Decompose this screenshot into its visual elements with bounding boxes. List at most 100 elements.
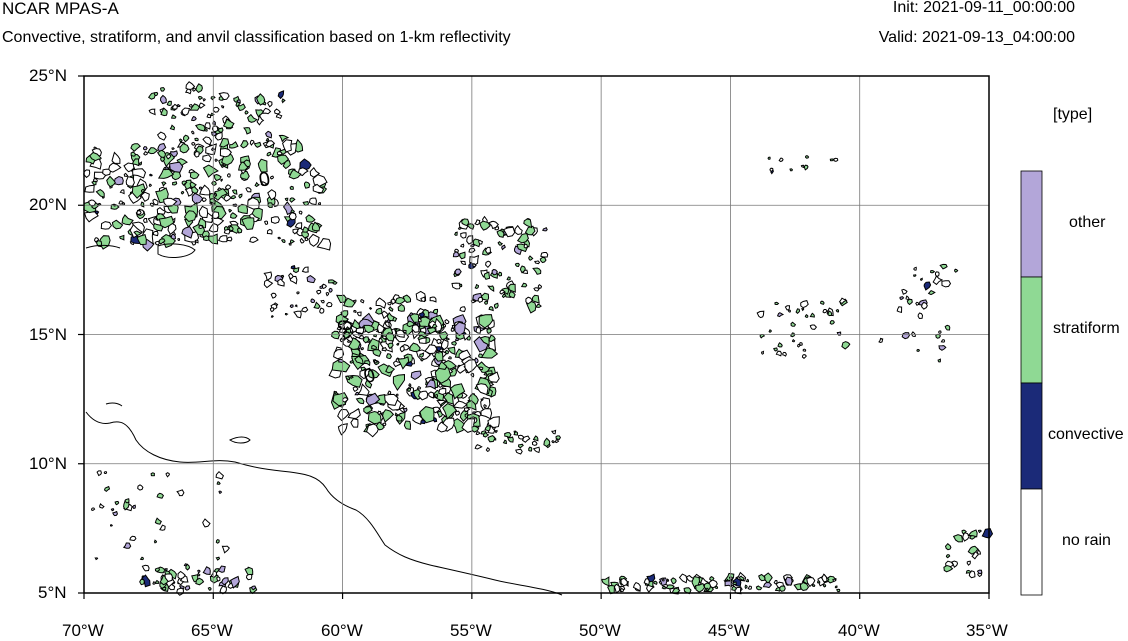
rain-cell [316, 289, 322, 295]
rain-cell [140, 188, 145, 194]
rain-cell [368, 369, 380, 379]
rain-cell [355, 397, 365, 405]
rain-cell [357, 383, 370, 396]
rain-cell [191, 185, 199, 194]
rain-cell [494, 429, 498, 434]
rain-cell [444, 349, 449, 355]
rain-cell [678, 573, 688, 584]
rain-cell [153, 91, 159, 97]
rain-cell [266, 228, 273, 235]
rain-cell [153, 539, 158, 544]
rain-cell [267, 189, 277, 201]
rain-cell [158, 238, 166, 245]
lon-label-45w: 45°W [708, 621, 750, 640]
rain-cell [305, 214, 316, 223]
rain-cell [276, 154, 290, 166]
rain-cell [328, 279, 337, 284]
rain-cell [154, 579, 160, 584]
rain-cell [930, 269, 936, 274]
rain-cell [184, 585, 191, 591]
rain-cell [514, 224, 523, 236]
rain-cell [475, 383, 489, 396]
rain-cell [139, 556, 144, 561]
rain-cell [164, 166, 169, 170]
rain-cell [821, 573, 828, 583]
rain-cell [442, 403, 458, 420]
rain-cell [280, 239, 286, 244]
rain-cell [713, 585, 719, 589]
rain-cell [223, 228, 231, 235]
rain-cell [221, 577, 229, 586]
rain-cell [954, 268, 959, 273]
rain-cell [769, 167, 774, 173]
rain-cell [387, 390, 392, 395]
rain-cell [386, 353, 392, 360]
rain-cell [170, 233, 176, 240]
rain-cell [457, 226, 463, 230]
rain-cell [745, 578, 750, 583]
rain-cell [228, 208, 233, 213]
rain-cell [466, 399, 477, 411]
rain-cell [738, 575, 745, 582]
rain-cell [952, 534, 963, 543]
rain-cell [311, 221, 321, 232]
rain-cell [181, 180, 188, 186]
rain-cell [620, 588, 625, 593]
rain-cell [110, 524, 113, 527]
rain-cell [474, 283, 480, 290]
rain-cell [290, 209, 295, 214]
rain-cell [905, 295, 910, 301]
rain-cell [226, 236, 233, 242]
rain-cell [222, 118, 235, 129]
rain-cell [494, 226, 500, 231]
rain-cell [202, 164, 219, 178]
rain-cell [138, 161, 143, 166]
rain-cell [177, 238, 181, 242]
rain-cell [216, 481, 221, 485]
rain-cell [183, 210, 197, 223]
rain-cell [938, 330, 942, 334]
rain-cell [440, 339, 449, 351]
rain-cell [84, 184, 95, 193]
rain-cell [938, 345, 947, 351]
rain-cell [202, 98, 206, 102]
rain-cell [787, 309, 792, 313]
rain-cell [203, 235, 211, 242]
rain-cell [784, 305, 791, 311]
rain-cell [206, 113, 212, 119]
rain-cell [525, 296, 533, 305]
rain-cell [454, 321, 466, 337]
legend-label-convective: convective [1048, 426, 1124, 443]
rain-cell [525, 300, 537, 314]
rain-cell [915, 301, 920, 306]
rain-cell [878, 337, 884, 344]
rain-cell [155, 217, 159, 222]
rain-cell [362, 336, 369, 344]
rain-cell [212, 187, 229, 201]
rain-cell [298, 210, 303, 215]
rain-cell [281, 98, 286, 104]
rain-cell [273, 108, 281, 115]
rain-cell [940, 339, 946, 343]
rain-cell [785, 576, 793, 586]
contour-labels: 0 0 0 [257, 168, 378, 388]
rain-cell [666, 578, 670, 582]
contour-label: 0 [257, 168, 272, 192]
rain-cell [212, 106, 220, 113]
rain-cell [190, 115, 197, 122]
rain-cell [156, 131, 167, 141]
rain-cell [194, 150, 200, 158]
rain-cell [755, 585, 763, 591]
rain-cell [303, 181, 311, 189]
rain-cell [333, 391, 338, 395]
rain-cell [365, 392, 381, 406]
rain-cell [407, 387, 412, 392]
rain-cell [659, 577, 668, 587]
rain-cell [384, 393, 399, 406]
rain-cell [130, 143, 141, 152]
rain-cell [452, 250, 460, 258]
rain-cell [981, 528, 994, 539]
rain-cell [809, 324, 818, 330]
rain-cell [214, 158, 219, 163]
rain-cell [428, 391, 435, 399]
